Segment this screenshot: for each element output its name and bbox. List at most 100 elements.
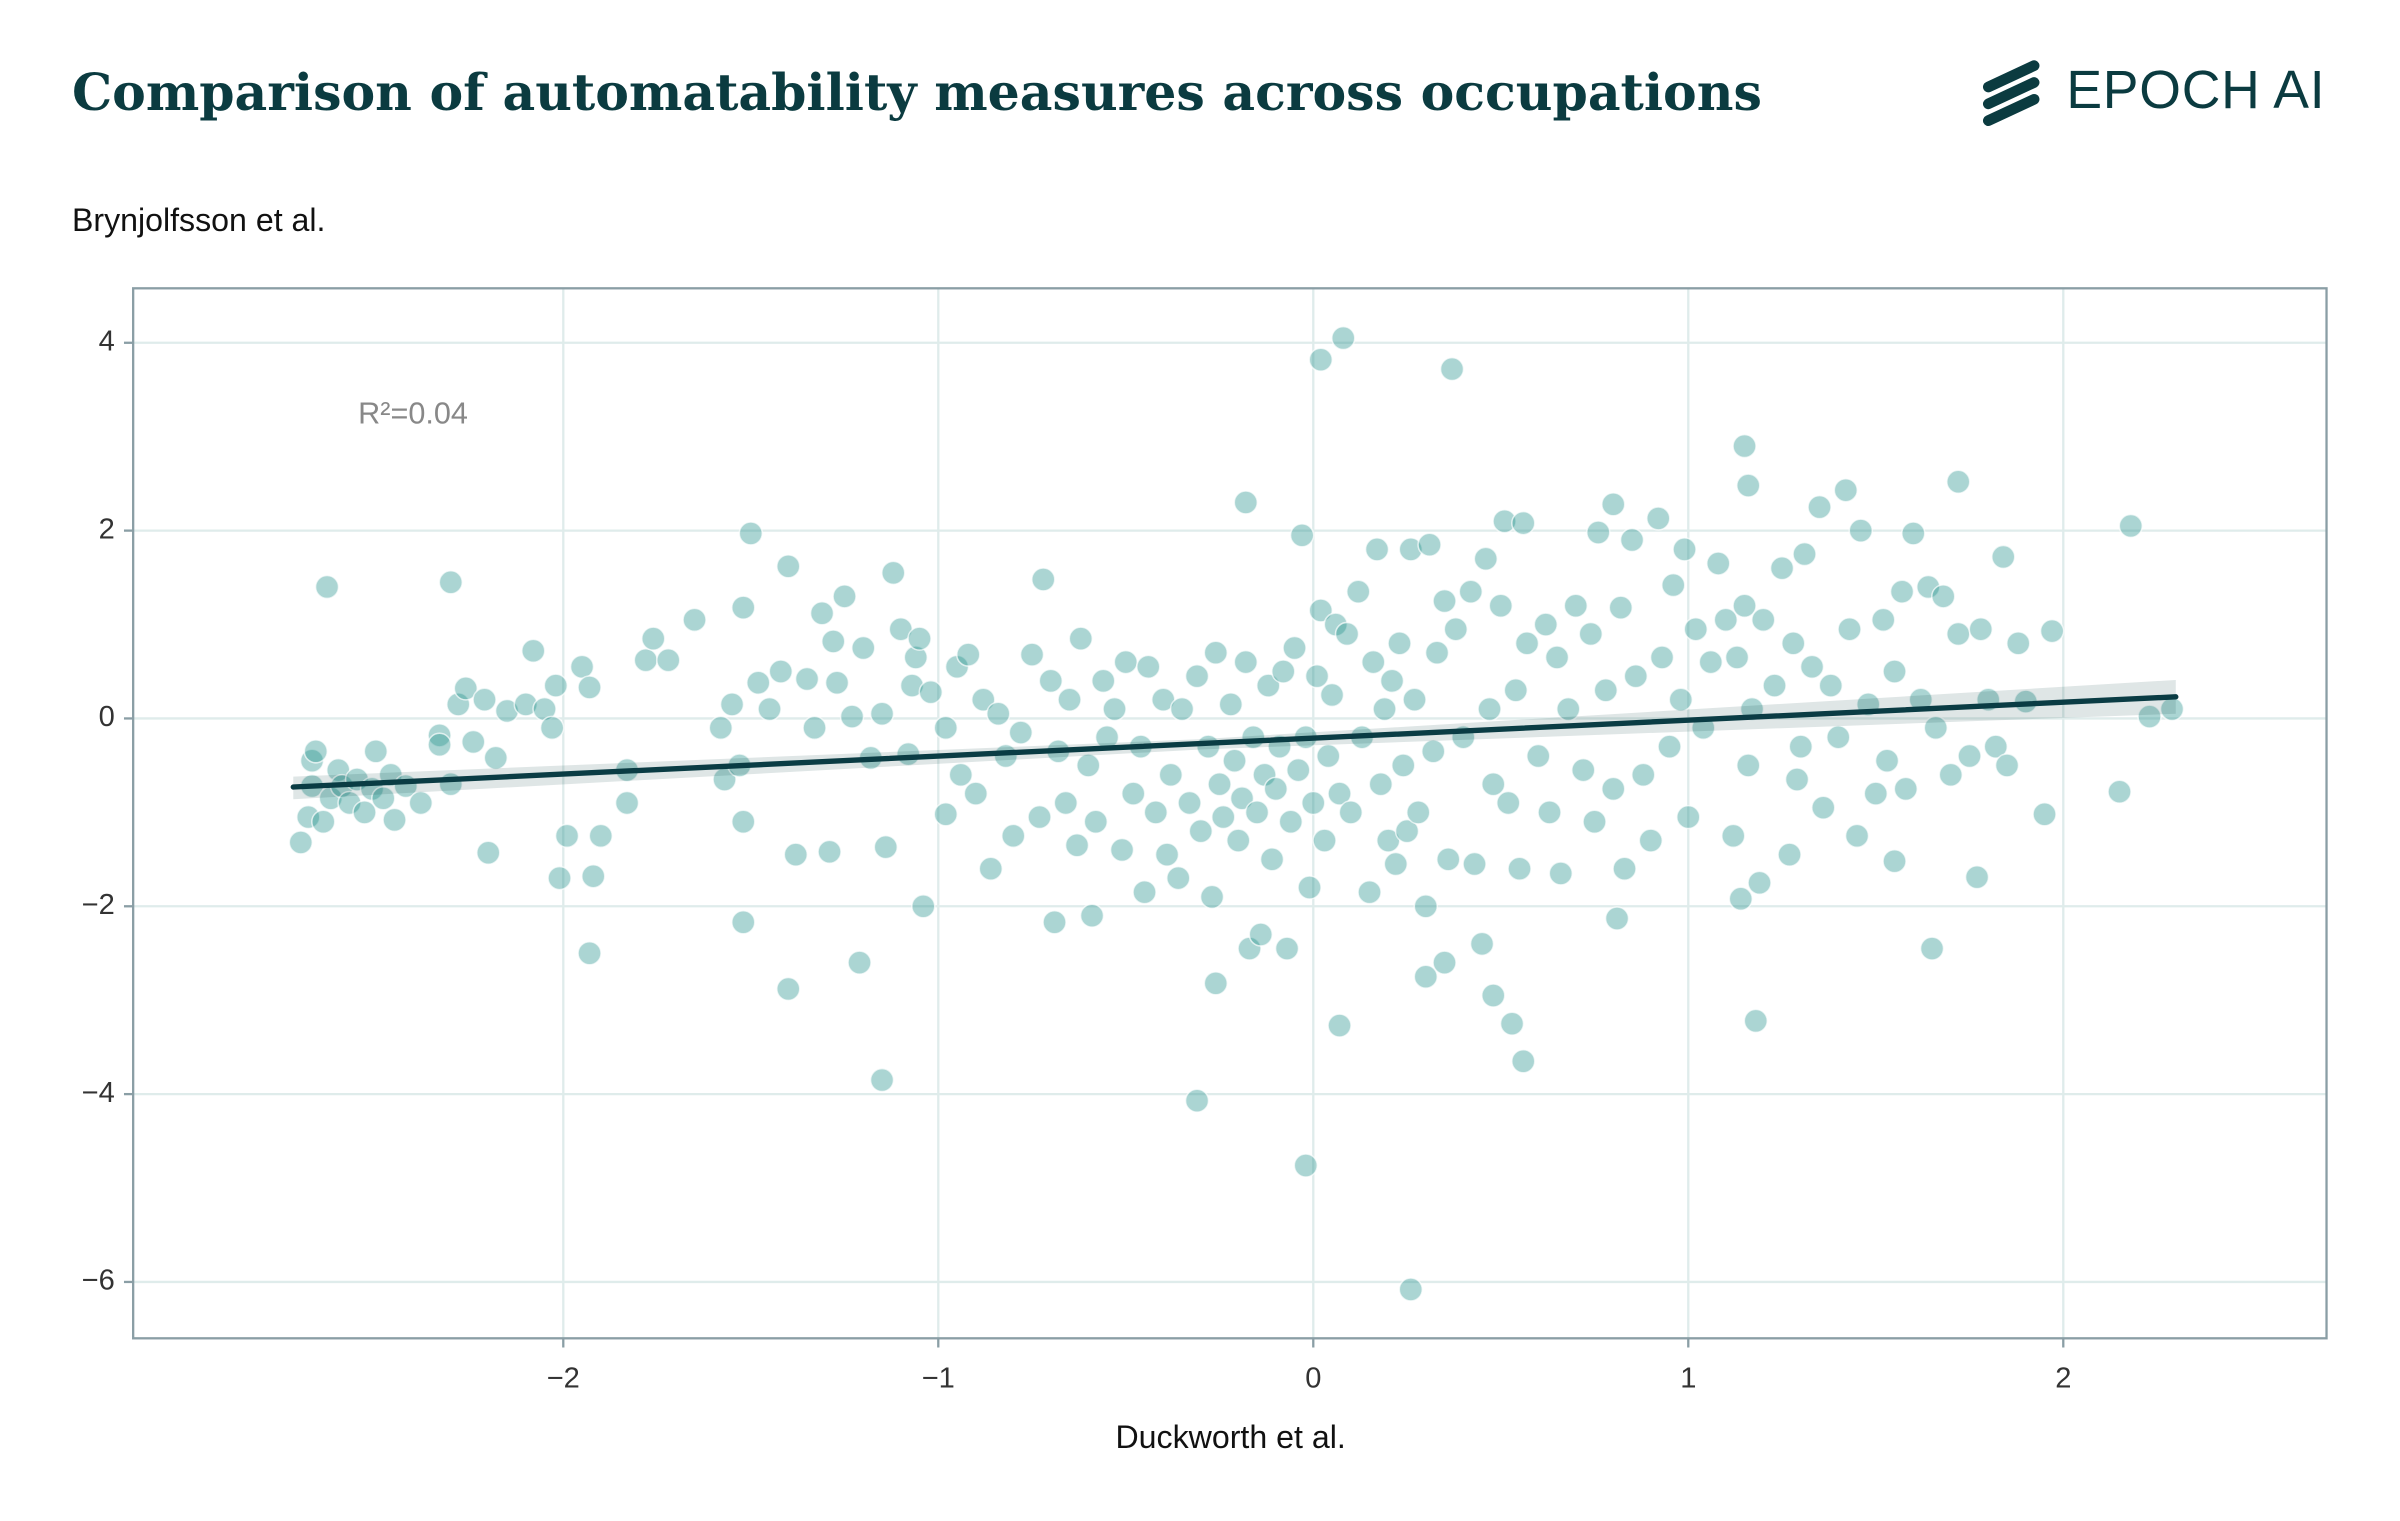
logo-icon <box>1982 60 2040 127</box>
y-tick-label: 0 <box>99 701 115 733</box>
point <box>783 842 809 867</box>
point <box>2032 802 2057 827</box>
point <box>1514 631 1540 656</box>
point <box>1668 687 1694 712</box>
point <box>633 647 659 673</box>
plot-frame <box>132 287 2328 1340</box>
point <box>1421 739 1446 764</box>
point <box>794 666 820 692</box>
point <box>1229 786 1255 811</box>
point <box>494 698 520 724</box>
point <box>577 675 602 700</box>
trend-line <box>290 694 2179 790</box>
point <box>1158 762 1184 788</box>
point <box>956 642 981 667</box>
point <box>1833 477 1859 503</box>
point <box>1537 800 1562 825</box>
point <box>1068 626 1094 651</box>
point <box>1458 579 1484 604</box>
point <box>731 910 756 935</box>
point <box>1203 971 1229 996</box>
point <box>1582 809 1607 835</box>
point <box>1657 734 1682 759</box>
point <box>539 715 565 741</box>
y-tick-label: −4 <box>82 1077 115 1109</box>
point <box>1364 537 1390 562</box>
point <box>1638 828 1664 853</box>
point <box>1649 645 1675 670</box>
point <box>1469 931 1495 957</box>
point <box>352 800 377 825</box>
point <box>1946 469 1971 495</box>
point <box>1736 473 1761 498</box>
point <box>1563 593 1589 618</box>
point <box>1799 654 1825 680</box>
point <box>1398 537 1424 562</box>
point <box>1226 828 1251 853</box>
point <box>719 692 745 717</box>
point <box>547 865 572 891</box>
point <box>569 654 595 680</box>
point <box>1177 790 1202 816</box>
point <box>1578 621 1604 647</box>
point <box>1874 748 1900 773</box>
point <box>1871 607 1896 633</box>
point <box>288 830 314 855</box>
point <box>1394 818 1420 844</box>
point <box>1968 616 1994 642</box>
point <box>746 670 771 696</box>
point <box>1304 663 1330 689</box>
point <box>337 790 362 816</box>
point <box>1698 649 1724 675</box>
point <box>1256 673 1281 698</box>
point <box>453 676 479 701</box>
point <box>1102 696 1127 722</box>
point <box>1556 696 1581 722</box>
x-tick-label: 0 <box>1305 1362 1321 1394</box>
point <box>1289 523 1315 548</box>
point <box>1991 544 2016 570</box>
point <box>1781 631 1806 656</box>
x-tick-label: −2 <box>547 1362 580 1394</box>
point <box>1244 800 1270 825</box>
point <box>1031 567 1056 592</box>
point <box>776 976 801 1002</box>
point <box>817 839 842 865</box>
point <box>1964 864 1990 890</box>
point <box>708 715 734 741</box>
point <box>1807 494 1832 520</box>
point <box>933 715 959 741</box>
point <box>1327 1013 1352 1038</box>
point <box>1331 325 1356 351</box>
point <box>1957 743 1982 769</box>
point <box>382 807 407 833</box>
point <box>1308 598 1334 623</box>
point <box>1091 668 1116 694</box>
point <box>1676 804 1701 830</box>
point <box>1724 645 1750 670</box>
point <box>1203 640 1229 665</box>
point <box>1496 790 1521 816</box>
point <box>1432 588 1457 614</box>
y-tick-label: −6 <box>82 1265 115 1297</box>
point <box>311 809 336 835</box>
point <box>1233 490 1259 515</box>
point <box>1848 518 1874 543</box>
point <box>776 554 801 579</box>
point <box>1132 879 1157 905</box>
point <box>1413 894 1439 919</box>
point <box>1338 800 1364 825</box>
point <box>1792 541 1817 567</box>
point <box>1571 757 1596 783</box>
point <box>554 823 580 849</box>
point <box>1443 616 1469 642</box>
point <box>1732 593 1757 618</box>
point <box>933 802 959 827</box>
point <box>1844 823 1870 849</box>
point <box>1169 696 1195 722</box>
point <box>963 781 989 806</box>
point <box>1076 753 1101 778</box>
point <box>1432 950 1457 975</box>
